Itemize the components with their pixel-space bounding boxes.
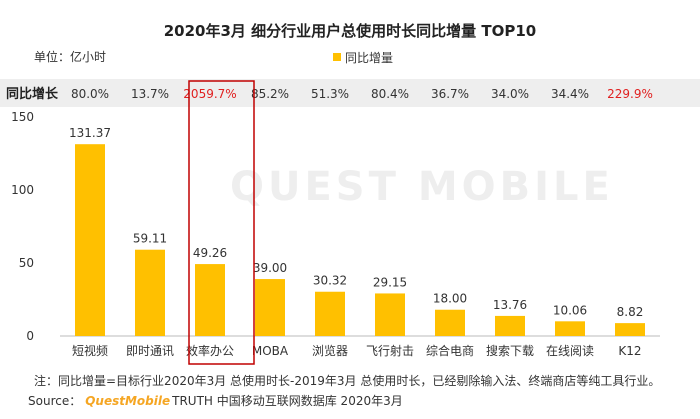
growth-row-values: 80.0% 13.7% 2059.7% 85.2% 51.3% 80.4% 36.7% 34.… [71,87,653,101]
growth-value: 229.9% [607,87,653,101]
x-tick-label: 在线阅读 [546,344,594,358]
growth-value: 36.7% [431,87,469,101]
growth-value: 13.7% [131,87,169,101]
data-label: 18.00 [433,292,467,306]
y-axis: 150 100 50 0 [11,110,34,343]
data-label: 39.00 [253,261,287,275]
source-rest: TRUTH 中国移动互联网数据库 2020年3月 [171,393,403,408]
data-label: 49.26 [193,246,227,260]
data-label: 13.76 [493,298,527,312]
y-tick-label: 50 [19,256,34,270]
y-tick-label: 0 [26,329,34,343]
data-labels: 131.37 59.11 49.26 39.00 30.32 29.15 18.00 13.7… [69,126,643,319]
data-label: 29.15 [373,275,407,289]
bar [75,144,105,336]
legend-swatch [333,53,341,61]
x-tick-label: 综合电商 [426,343,474,358]
growth-value: 51.3% [311,87,349,101]
y-tick-label: 150 [11,110,34,124]
x-tick-label: MOBA [252,344,289,358]
bar [435,309,465,336]
y-tick-label: 100 [11,183,34,197]
highlight-box [188,80,255,365]
growth-row-label: 同比增长 [6,86,59,102]
bar [615,323,645,336]
growth-value: 80.0% [71,87,109,101]
growth-value: 34.4% [551,87,589,101]
x-tick-label: 飞行射击 [366,343,414,358]
data-label: 8.82 [617,305,644,319]
x-axis-labels: 短视频 即时通讯 效率办公 MOBA 浏览器 飞行射击 综合电商 搜索下载 在线阅读 K12 [72,343,642,358]
data-label: 131.37 [69,126,111,140]
bar [315,291,345,336]
x-tick-label: K12 [618,344,641,358]
growth-row-background [0,79,700,107]
growth-value: 34.0% [491,87,529,101]
source-brand: QuestMobile [85,394,170,408]
bar [195,264,225,336]
legend-label: 同比增量 [345,51,393,65]
bar [375,293,405,336]
watermark: QUEST MOBILE [230,164,614,210]
x-tick-label: 即时通讯 [126,344,174,358]
growth-value: 2059.7% [183,87,236,101]
x-tick-label: 浏览器 [312,343,348,358]
data-label: 59.11 [133,232,167,246]
x-tick-label: 短视频 [72,343,108,358]
bar [135,249,165,336]
bars [75,144,645,336]
bar [495,315,525,336]
source-label: Source： [28,394,81,408]
source-line: Source： QuestMobile TRUTH 中国移动互联网数据库 2020年… [28,393,403,408]
chart-title: 2020年3月 细分行业用户总使用时长同比增量 TOP10 [164,22,536,40]
growth-value: 80.4% [371,87,409,101]
x-tick-label: 效率办公 [186,343,234,358]
x-tick-label: 搜索下载 [486,343,534,358]
bar [255,279,285,336]
data-label: 30.32 [313,274,347,288]
bar [555,321,585,336]
footnote: 注：同比增量=目标行业2020年3月 总使用时长-2019年3月 总使用时长，已… [34,373,660,388]
unit-label: 单位：亿小时 [34,49,106,64]
growth-value: 85.2% [251,87,289,101]
data-label: 10.06 [553,303,587,317]
